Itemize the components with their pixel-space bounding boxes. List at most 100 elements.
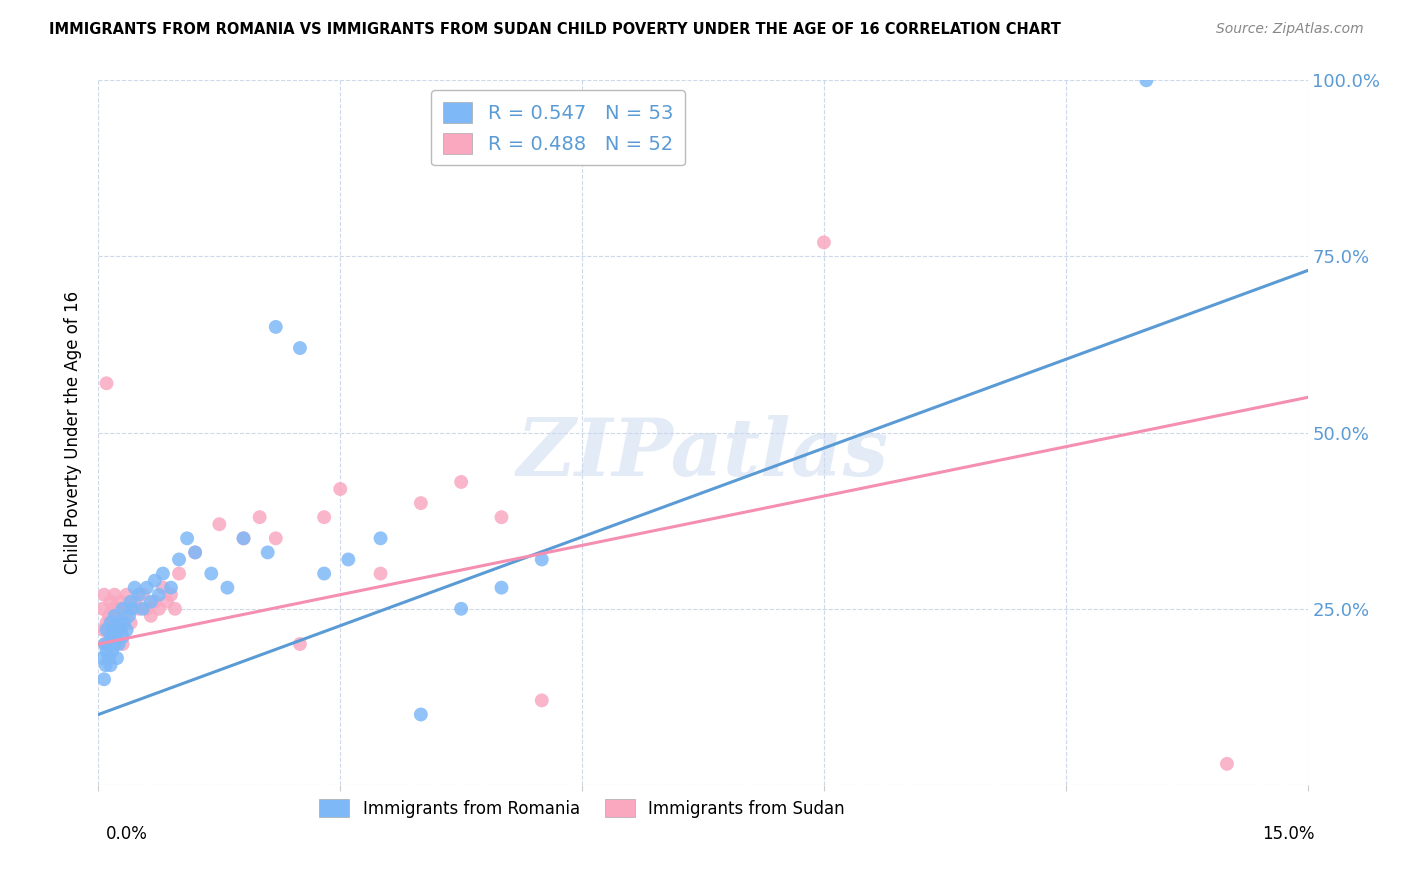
Text: 15.0%: 15.0% — [1263, 825, 1315, 843]
Point — [124, 581, 146, 595]
Point — [232, 532, 254, 546]
Point — [91, 623, 114, 637]
Point — [103, 623, 125, 637]
Point — [97, 623, 120, 637]
Point — [813, 235, 835, 250]
Point — [409, 496, 432, 510]
Point — [107, 623, 129, 637]
Point — [100, 630, 122, 644]
Point — [118, 608, 141, 623]
Text: Source: ZipAtlas.com: Source: ZipAtlas.com — [1216, 22, 1364, 37]
Text: IMMIGRANTS FROM ROMANIA VS IMMIGRANTS FROM SUDAN CHILD POVERTY UNDER THE AGE OF : IMMIGRANTS FROM ROMANIA VS IMMIGRANTS FR… — [49, 22, 1062, 37]
Point — [314, 566, 336, 581]
Point — [450, 601, 472, 615]
Point — [97, 651, 120, 665]
Point — [148, 588, 170, 602]
Point — [208, 517, 231, 532]
Point — [115, 588, 138, 602]
Point — [152, 566, 174, 581]
Point — [93, 588, 115, 602]
Point — [139, 608, 162, 623]
Point — [264, 532, 287, 546]
Point — [112, 615, 135, 630]
Point — [160, 581, 183, 595]
Point — [100, 595, 122, 609]
Point — [329, 482, 352, 496]
Point — [337, 552, 360, 566]
Point — [111, 637, 134, 651]
Point — [148, 601, 170, 615]
Point — [370, 566, 392, 581]
Point — [288, 637, 311, 651]
Point — [163, 601, 186, 615]
Point — [103, 637, 125, 651]
Point — [121, 601, 143, 615]
Point — [101, 615, 124, 630]
Point — [111, 608, 134, 623]
Point — [111, 630, 134, 644]
Point — [143, 574, 166, 588]
Point — [115, 623, 138, 637]
Point — [152, 581, 174, 595]
Point — [249, 510, 271, 524]
Point — [124, 595, 146, 609]
Point — [491, 510, 513, 524]
Point — [96, 376, 118, 391]
Point — [120, 595, 142, 609]
Point — [143, 595, 166, 609]
Point — [491, 581, 513, 595]
Point — [112, 615, 135, 630]
Point — [184, 545, 207, 559]
Point — [118, 601, 141, 615]
Point — [110, 595, 132, 609]
Point — [409, 707, 432, 722]
Point — [288, 341, 311, 355]
Text: ZIPatlas: ZIPatlas — [517, 415, 889, 492]
Point — [94, 637, 117, 651]
Point — [132, 601, 155, 615]
Point — [128, 601, 150, 615]
Point — [96, 615, 118, 630]
Point — [96, 623, 118, 637]
Point — [167, 566, 190, 581]
Point — [103, 608, 125, 623]
Point — [107, 637, 129, 651]
Point — [107, 601, 129, 615]
Point — [94, 658, 117, 673]
Point — [184, 545, 207, 559]
Point — [101, 601, 124, 615]
Point — [101, 644, 124, 658]
Point — [135, 581, 157, 595]
Point — [132, 588, 155, 602]
Point — [91, 601, 114, 615]
Point — [101, 623, 124, 637]
Point — [100, 630, 122, 644]
Point — [530, 552, 553, 566]
Point — [232, 532, 254, 546]
Point — [160, 588, 183, 602]
Point — [100, 658, 122, 673]
Point — [96, 644, 118, 658]
Point — [105, 608, 128, 623]
Point — [97, 608, 120, 623]
Point — [91, 651, 114, 665]
Point — [139, 595, 162, 609]
Y-axis label: Child Poverty Under the Age of 16: Child Poverty Under the Age of 16 — [65, 291, 83, 574]
Point — [120, 615, 142, 630]
Point — [167, 552, 190, 566]
Point — [264, 319, 287, 334]
Point — [103, 588, 125, 602]
Point — [128, 588, 150, 602]
Point — [1216, 756, 1239, 771]
Point — [256, 545, 278, 559]
Point — [1135, 73, 1157, 87]
Point — [450, 475, 472, 489]
Legend: Immigrants from Romania, Immigrants from Sudan: Immigrants from Romania, Immigrants from… — [311, 791, 853, 826]
Point — [370, 532, 392, 546]
Point — [93, 673, 115, 687]
Point — [111, 601, 134, 615]
Point — [100, 615, 122, 630]
Point — [105, 615, 128, 630]
Point — [135, 601, 157, 615]
Point — [530, 693, 553, 707]
